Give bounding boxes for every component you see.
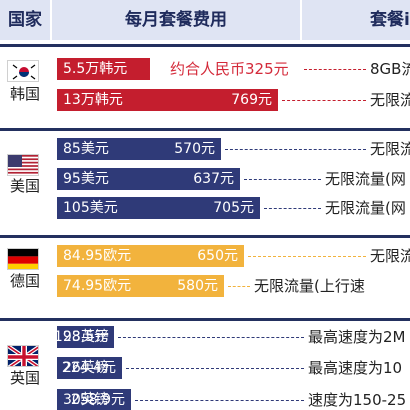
plan-description: 8GB流 [370, 60, 410, 78]
leader-line [244, 179, 321, 180]
leader-line [118, 337, 304, 338]
plan-description: 速度为150-25 [308, 391, 407, 409]
bar-cny-price: 224.4元 [61, 360, 116, 376]
leader-line [248, 256, 366, 257]
country-label: 英国 [9, 369, 40, 387]
leader-line [228, 286, 250, 287]
plan-description: 最高速度为2M [308, 328, 406, 346]
leader-line [126, 368, 304, 369]
country-label: 韩国 [9, 85, 40, 103]
leader-line [225, 149, 366, 150]
leader-line [135, 400, 304, 401]
approx-cny-label: 约合人民币325元 [170, 60, 289, 78]
plan-description: 无限流量(上行速 [254, 277, 365, 295]
bar-original-price: 23英镑 [63, 329, 109, 345]
price-bar: 95美元 637元 [57, 168, 240, 190]
leader-line [264, 208, 321, 209]
plan-description: 无限流 [370, 140, 410, 158]
header-plan: 套餐i [302, 0, 410, 40]
bar-cny-price: 258.9元 [70, 392, 125, 408]
bar-original-price: 95美元 [63, 171, 109, 187]
bar-original-price: 30英镑 [63, 392, 109, 408]
price-bar: 5.5万韩元 [57, 58, 150, 80]
price-bar: 74.95欧元 580元 [57, 275, 224, 297]
price-bar: 85美元 570元 [57, 138, 221, 160]
bar-original-price: 5.5万韩元 [63, 61, 128, 77]
group-separator [0, 44, 410, 47]
price-bar: 84.95欧元 650元 [57, 245, 244, 267]
plan-description: 无限流量(网 [325, 170, 406, 188]
bar-cny-price: 580元 [177, 278, 218, 294]
header-country: 国家 [0, 0, 50, 40]
plan-description: 最高速度为10 [308, 359, 403, 377]
bar-cny-price: 198.5元 [53, 329, 108, 345]
plan-description: 无限流 [370, 247, 410, 265]
bar-cny-price: 650元 [197, 248, 238, 264]
bar-cny-price: 570元 [174, 141, 215, 157]
bar-original-price: 74.95欧元 [63, 278, 132, 294]
leader-line [304, 69, 366, 70]
group-separator [0, 235, 410, 238]
country-label: 美国 [9, 177, 40, 195]
plan-description: 无限流 [370, 91, 410, 109]
price-bar: 26英镑 224.4元 [57, 357, 122, 379]
bar-cny-price: 769元 [231, 92, 272, 108]
bar-cny-price: 637元 [193, 171, 234, 187]
uk-flag-icon [7, 345, 39, 367]
plan-description: 无限流量(网 [325, 199, 406, 217]
price-bar: 105美元 705元 [57, 197, 260, 219]
price-bar: 30英镑 258.9元 [57, 389, 131, 410]
leader-line [282, 100, 366, 101]
korea-flag-icon [7, 60, 39, 82]
group-separator [0, 318, 410, 321]
bar-cny-price: 705元 [213, 200, 254, 216]
bar-original-price: 105美元 [63, 200, 118, 216]
price-bar: 13万韩元 769元 [57, 89, 278, 111]
header-monthly-fee: 每月套餐费用 [52, 0, 300, 40]
group-separator [0, 128, 410, 131]
bar-original-price: 84.95欧元 [63, 248, 132, 264]
bar-original-price: 85美元 [63, 141, 109, 157]
usa-flag-icon [7, 154, 39, 176]
country-label: 德国 [9, 272, 40, 290]
bar-original-price: 26英镑 [63, 360, 109, 376]
price-bar: 23英镑 198.5元 [53, 326, 114, 348]
germany-flag-icon [7, 248, 39, 270]
bar-original-price: 13万韩元 [63, 92, 123, 108]
